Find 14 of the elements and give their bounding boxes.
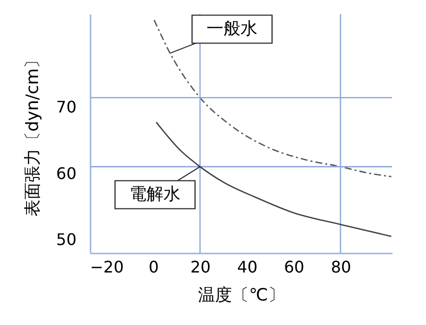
- x-tick-label: 0: [148, 258, 159, 276]
- x-tick-label: 40: [237, 258, 258, 276]
- text: 一般水: [206, 19, 258, 40]
- x-tick-label: 60: [284, 258, 304, 276]
- line-series: [153, 19, 392, 178]
- y-tick-label: 50: [56, 230, 76, 250]
- y-tick-label: 60: [56, 164, 76, 183]
- x-axis-title: 温度〔℃〕: [198, 286, 286, 306]
- x-tick-label: −20: [90, 258, 124, 276]
- series-label: 電解水: [130, 184, 181, 205]
- x-tick-label: 20: [190, 258, 211, 276]
- y-tick-label: 70: [56, 97, 76, 116]
- y-axis-title: 表面張力〔dyn/cm〕: [23, 51, 44, 217]
- x-tick-label: 80: [330, 258, 352, 276]
